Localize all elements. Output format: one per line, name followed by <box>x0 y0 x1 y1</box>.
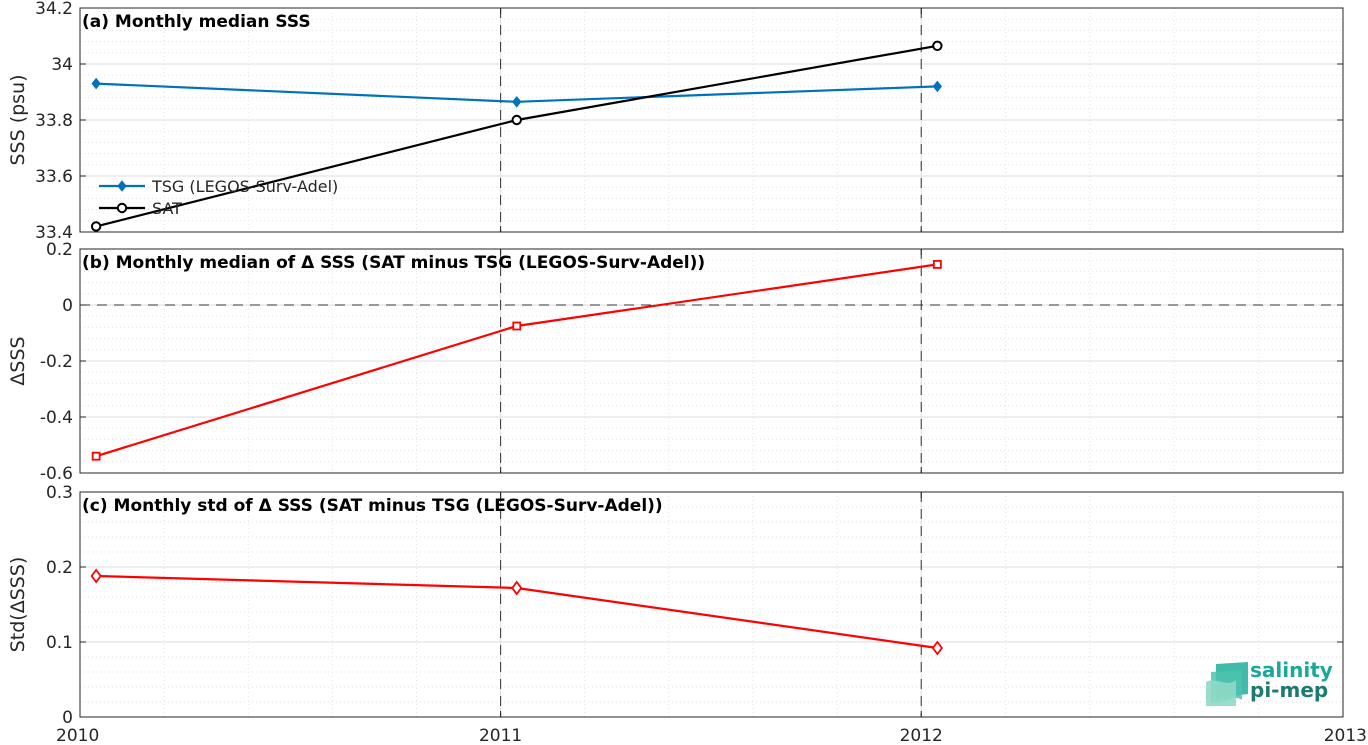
salinity-pi-mep-logo: salinity pi-mep <box>1206 656 1336 708</box>
panel-title: (a) Monthly median SSS <box>82 12 311 32</box>
major-grid <box>79 7 1344 233</box>
data-point <box>932 40 943 51</box>
x-axis-labels: 2010 2011 2012 2013 <box>56 726 1367 745</box>
major-grid <box>79 248 1344 474</box>
y-tick-label: 0 <box>62 296 73 316</box>
y-tick-label: -0.6 <box>40 464 73 484</box>
panel-title: (c) Monthly std of Δ SSS (SAT minus TSG … <box>82 496 663 516</box>
panel-b: -0.6 -0.4 -0.2 0 0.2 ΔSSS (b) Monthly median o… <box>7 240 1344 484</box>
x-tick-label: 2010 <box>56 726 99 745</box>
data-point <box>117 180 127 192</box>
data-point <box>90 568 102 584</box>
y-tick-label: 0.2 <box>46 240 73 260</box>
logo-line-1: salinity <box>1250 658 1333 682</box>
data-point <box>932 80 943 93</box>
y-tick-label: 0.3 <box>46 483 73 503</box>
panel-a: 33.4 33.6 33.8 34 34.2 SSS (psu) (a) Monthly m… <box>7 0 1344 243</box>
y-axis-label: SSS (psu) <box>7 74 29 165</box>
legend-entry: TSG (LEGOS-Surv-Adel) <box>151 177 338 196</box>
data-point <box>511 114 522 126</box>
data-point <box>91 451 101 461</box>
panel-c: 0 0.1 0.2 0.3 Std(ΔSSS) (c) Monthly std of Δ … <box>7 483 1344 728</box>
series-line <box>95 263 938 458</box>
x-tick-label: 2013 <box>1324 726 1367 745</box>
y-tick-label: 34 <box>51 55 73 75</box>
y-tick-label: 34.2 <box>35 0 73 19</box>
wave-layers-icon <box>1206 662 1248 706</box>
y-tick-label: 0 <box>62 708 73 728</box>
y-tick-label: -0.4 <box>40 408 73 428</box>
minor-grid <box>80 492 1343 717</box>
data-point <box>511 580 523 596</box>
x-tick-label: 2011 <box>479 726 522 745</box>
major-grid <box>79 491 1344 718</box>
y-tick-label: 33.6 <box>35 167 73 187</box>
data-point <box>512 95 522 108</box>
legend: TSG (LEGOS-Surv-Adel) SAT <box>99 177 338 218</box>
x-tick-label: 2012 <box>900 726 943 745</box>
y-axis-label: ΔSSS <box>7 336 29 385</box>
minor-grid <box>80 8 1343 232</box>
data-point <box>116 202 128 214</box>
y-tick-label: 0.1 <box>46 633 73 653</box>
data-point <box>91 77 101 90</box>
y-tick-label: 33.4 <box>35 223 73 243</box>
panel-title: (b) Monthly median of Δ SSS (SAT minus T… <box>82 253 705 273</box>
data-point <box>90 221 102 232</box>
axes-box <box>79 491 1344 718</box>
y-tick-label: 33.8 <box>35 111 73 131</box>
y-tick-label: -0.2 <box>40 352 73 372</box>
data-point <box>931 640 943 656</box>
data-point <box>932 259 942 269</box>
data-point <box>512 321 522 331</box>
y-axis-label: Std(ΔSSS) <box>7 557 29 653</box>
legend-entry: SAT <box>152 199 182 218</box>
series-line <box>95 44 938 228</box>
y-tick-label: 0.2 <box>46 558 73 578</box>
logo-line-2: pi-mep <box>1250 678 1329 702</box>
